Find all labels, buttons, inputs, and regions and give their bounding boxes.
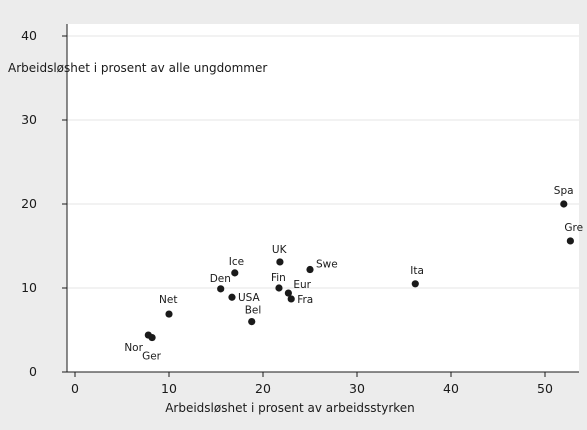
x-tick-label: 50 — [537, 381, 553, 396]
data-point-label: Den — [210, 273, 231, 285]
y-tick-label: 40 — [21, 28, 37, 43]
data-point-label: Spa — [554, 185, 574, 197]
data-point-label: Ice — [229, 256, 244, 268]
data-point-label: Ger — [142, 351, 162, 363]
data-point-label: Ita — [410, 265, 424, 277]
data-point — [566, 237, 574, 245]
data-point-label: Gre — [564, 222, 583, 234]
data-point — [287, 295, 295, 303]
data-point — [148, 333, 156, 342]
y-axis-ticks: 0 10 20 30 40 — [21, 28, 67, 379]
data-point-label: Swe — [316, 259, 338, 271]
plot-area — [67, 24, 579, 372]
x-axis-ticks: 0 10 20 30 40 50 — [71, 372, 553, 396]
data-point-label: Fra — [297, 294, 313, 306]
y-tick-label: 20 — [21, 196, 37, 211]
y-tick-label: 30 — [21, 112, 37, 127]
y-tick-label: 0 — [29, 364, 37, 379]
data-point — [560, 200, 568, 208]
x-tick-label: 40 — [443, 381, 459, 396]
data-point — [228, 293, 236, 301]
data-point-label: Bel — [245, 305, 262, 317]
data-point-label: UK — [272, 244, 288, 256]
data-point — [275, 284, 283, 292]
data-point — [217, 285, 225, 293]
gridlines — [67, 35, 579, 289]
x-tick-label: 20 — [255, 381, 271, 396]
y-tick-label: 10 — [21, 280, 37, 295]
data-point — [284, 289, 292, 297]
y-axis-label: Arbeidsløshet i prosent av alle ungdomme… — [8, 61, 267, 75]
x-tick-label: 10 — [161, 381, 177, 396]
x-tick-label: 30 — [349, 381, 365, 396]
data-point — [165, 310, 173, 318]
data-point — [306, 265, 314, 274]
data-point-label: Nor — [124, 342, 143, 354]
x-axis-label: Arbeidsløshet i prosent av arbeidsstyrke… — [165, 401, 415, 415]
data-point — [231, 269, 239, 277]
data-point-label: Net — [159, 294, 177, 306]
data-point — [248, 318, 256, 326]
data-point-label: USA — [238, 292, 261, 304]
data-point-label: Eur — [293, 279, 311, 291]
data-point — [411, 280, 419, 288]
data-point — [276, 258, 284, 266]
data-point-label: Fin — [271, 272, 286, 284]
x-tick-label: 0 — [71, 381, 79, 396]
